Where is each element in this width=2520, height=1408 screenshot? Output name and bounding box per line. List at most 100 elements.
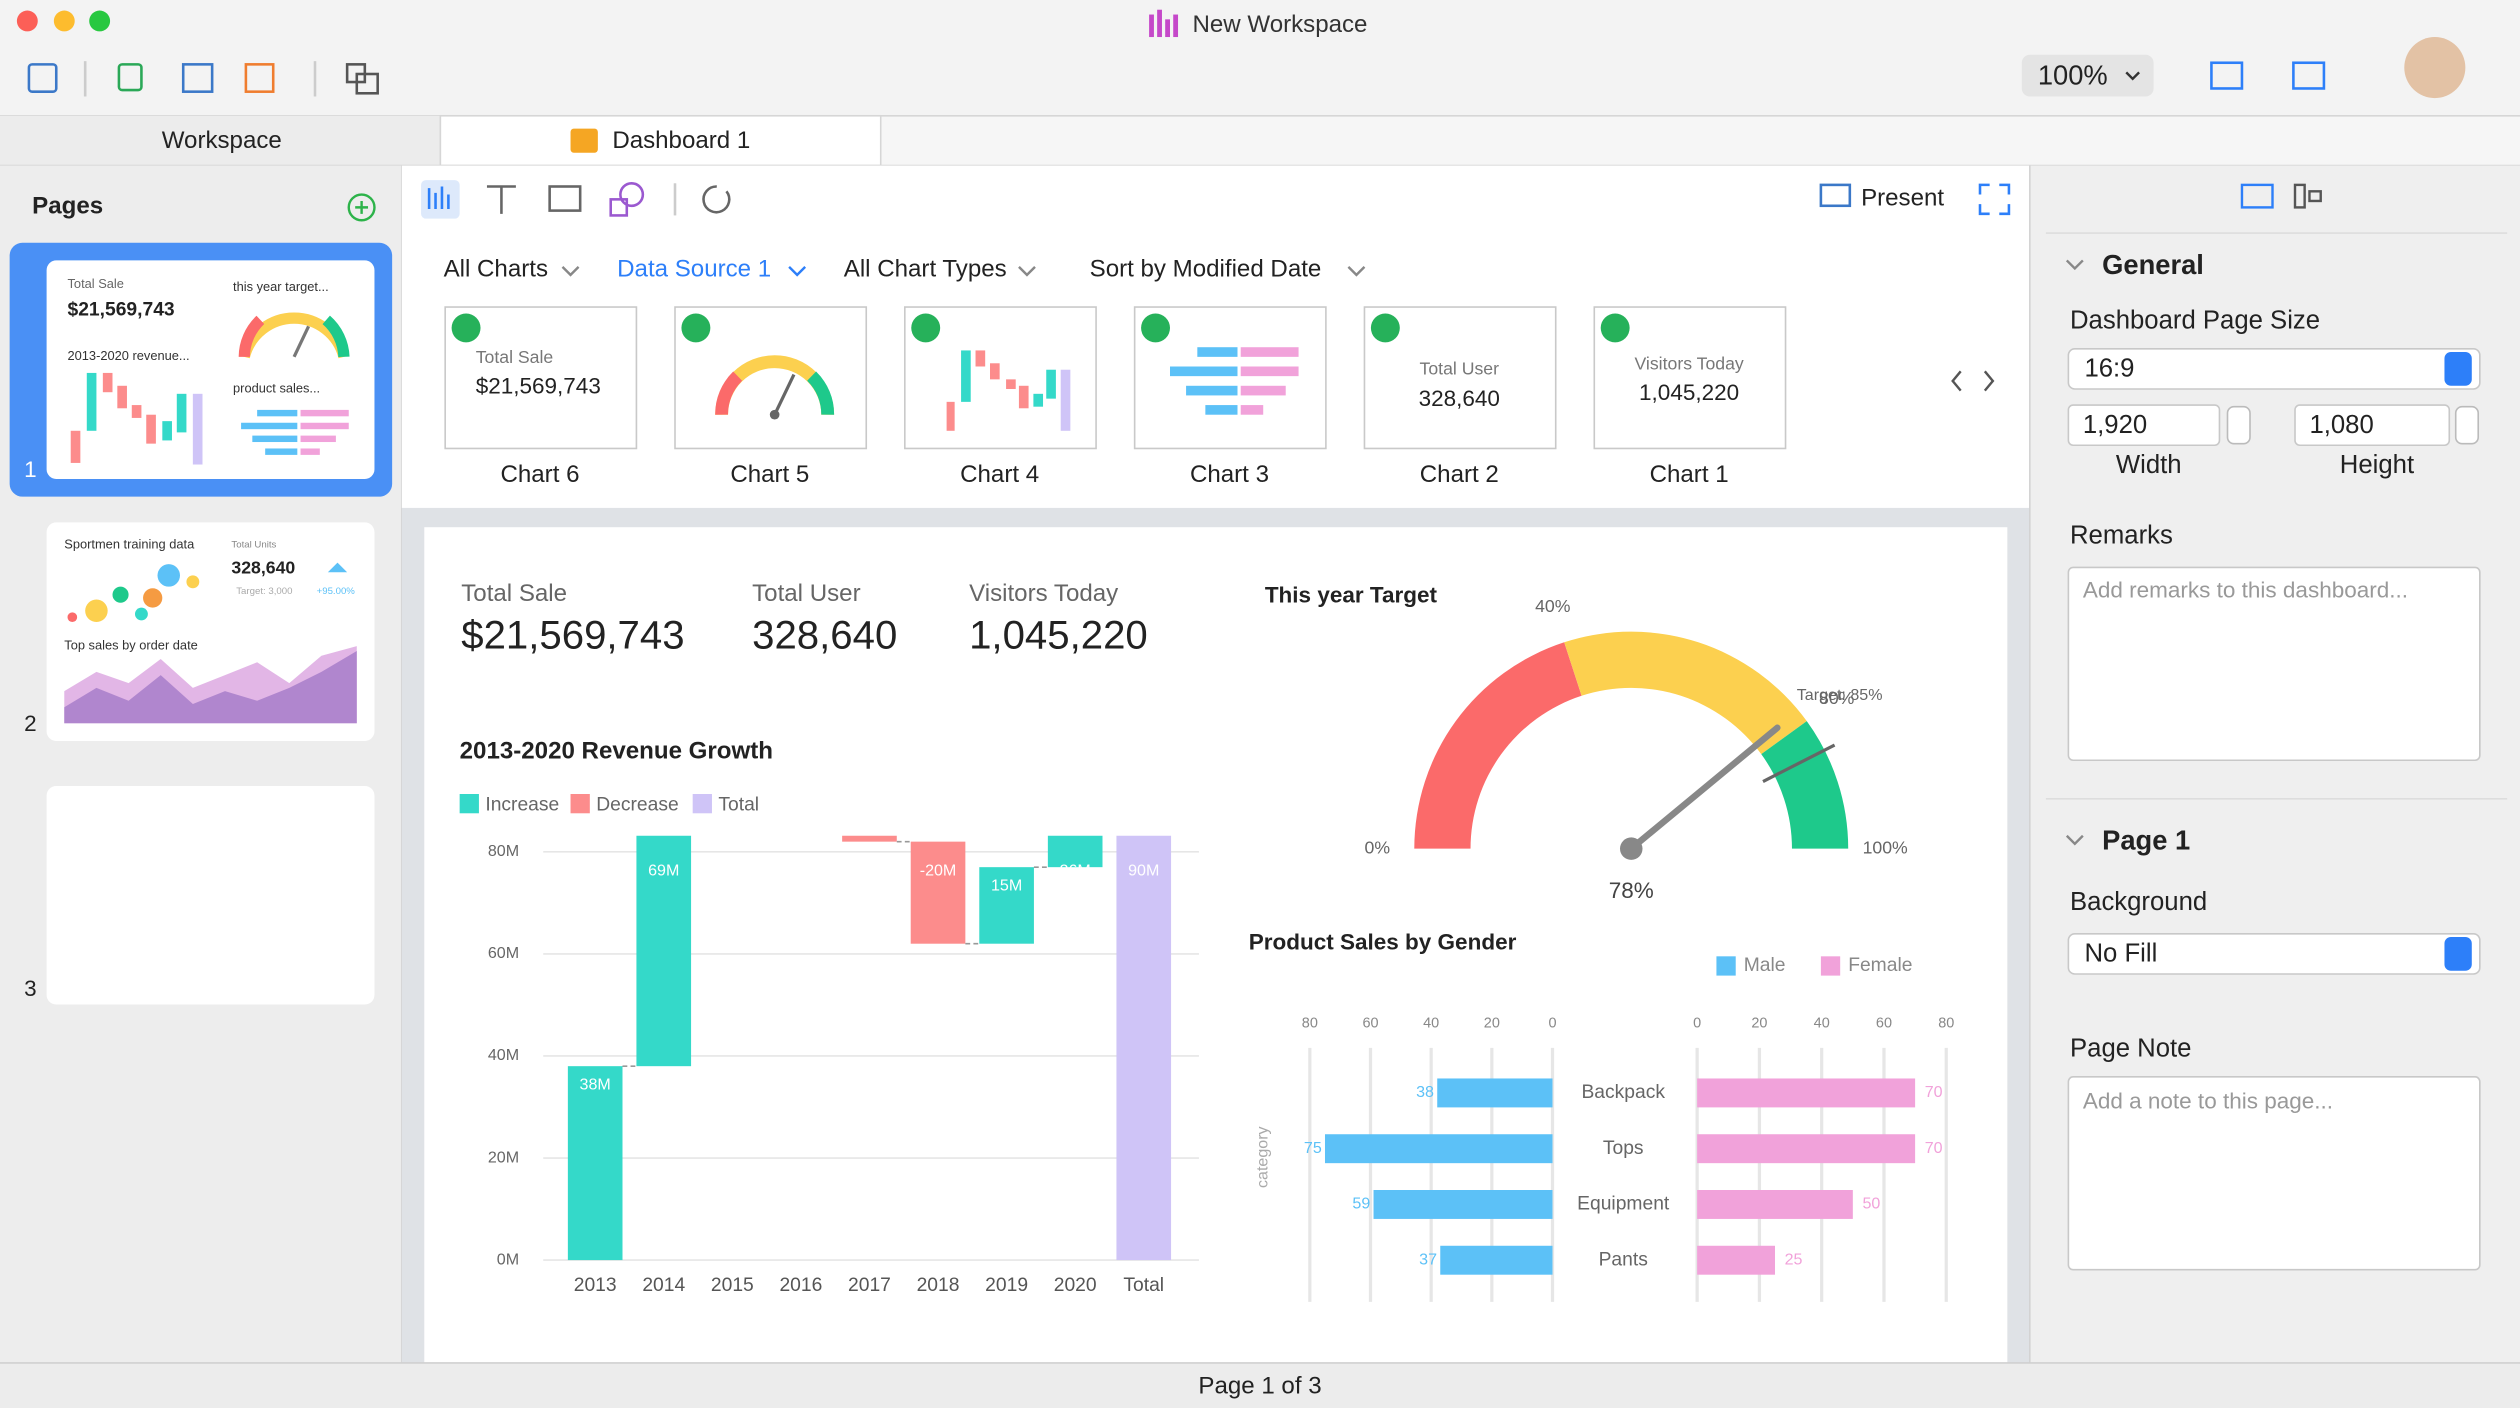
waterfall-bars: [567, 835, 1172, 1261]
zoom-select[interactable]: [2021, 54, 2154, 97]
x-tick-label: 60: [1362, 1016, 1378, 1032]
tab[interactable]: [0, 115, 441, 166]
thumb-text: 2013-2020 revenue...: [68, 348, 190, 363]
card-name: Chart 2: [1420, 461, 1499, 488]
app-logo: [1149, 9, 1179, 38]
tab-label: Dashboard 1: [612, 127, 750, 154]
x-tick-label: 0: [1548, 1016, 1556, 1032]
chart-title: Product Sales by Gender: [1249, 929, 1517, 954]
card-name: Chart 4: [960, 461, 1039, 488]
x-tick-label: 2015: [711, 1275, 754, 1296]
add-page-button[interactable]: [347, 193, 376, 222]
filter[interactable]: Sort by Modified Date: [1090, 255, 1322, 282]
filter-chevrons: [561, 266, 1995, 392]
status-text: Page 1 of 3: [1198, 1372, 1321, 1399]
bar: [1440, 1245, 1553, 1275]
user-avatar[interactable]: [2404, 37, 2466, 99]
legend-swatch: [570, 794, 590, 814]
legend-label: Decrease: [596, 794, 678, 815]
kpi-value: 328,640: [752, 613, 897, 658]
bar: [979, 867, 1034, 944]
value-label: 38M: [580, 1076, 611, 1094]
legend-label: Total: [718, 794, 759, 815]
thumbnail-graphics: [70, 312, 350, 465]
toolbar-icons[interactable]: [27, 61, 379, 97]
status-bar: [0, 1362, 2520, 1408]
thumb-text: Total Units: [231, 539, 276, 550]
close-button[interactable]: [16, 10, 38, 32]
thumb-text: Target: 3,000: [236, 586, 292, 597]
card-label: Visitors Today: [1634, 354, 1743, 374]
card-value: $21,569,743: [476, 373, 601, 398]
value-label: 37: [1419, 1250, 1437, 1268]
bar: [1697, 1078, 1916, 1108]
section-title: General: [2102, 249, 2204, 280]
right-panel-toggle[interactable]: [2292, 61, 2326, 90]
gauge-tick-label: 40%: [1535, 596, 1571, 616]
inspector-tabs[interactable]: [2240, 183, 2322, 209]
gauge-tick-label: 80%: [1819, 688, 1855, 708]
value-label: 50: [1862, 1195, 1880, 1213]
card-name: Chart 1: [1650, 461, 1729, 488]
chart-tool[interactable]: [421, 180, 460, 219]
bar: [842, 835, 897, 842]
card-label: Total Sale: [476, 347, 554, 367]
zoom-button[interactable]: [89, 10, 111, 32]
filter[interactable]: Data Source 1: [617, 255, 771, 282]
x-tick-label: 20: [1484, 1016, 1500, 1032]
field-label: Remarks: [2070, 522, 2173, 550]
thumb-text: Total Sale: [68, 276, 124, 291]
bar: [636, 835, 692, 1067]
field-label: Page Note: [2070, 1034, 2191, 1062]
insert-tools[interactable]: [427, 181, 2011, 217]
gauge-band: [1564, 631, 1807, 755]
target-marker: [1762, 743, 1836, 783]
legend-swatch: [692, 794, 712, 814]
present-button[interactable]: Present: [1861, 185, 1944, 212]
minimize-button[interactable]: [53, 10, 75, 32]
page-thumbnail[interactable]: [46, 785, 375, 1005]
card-name: Chart 3: [1190, 461, 1269, 488]
card-name: Chart 6: [500, 461, 579, 488]
needle: [1628, 724, 1781, 852]
value-label: 70: [1925, 1139, 1943, 1157]
value-label: 90M: [1128, 861, 1159, 879]
x-tick-label: 60: [1876, 1016, 1892, 1032]
card-value: 1,045,220: [1639, 380, 1739, 405]
gauge-band: [1414, 642, 1582, 849]
filter[interactable]: All Chart Types: [844, 255, 1007, 282]
x-tick-label: 2014: [642, 1275, 685, 1296]
category-label: Tops: [1603, 1138, 1644, 1159]
x-tick-label: 2018: [917, 1275, 960, 1296]
field-value: 1,080: [2309, 411, 2373, 439]
value-label: 25: [1785, 1250, 1803, 1268]
filter[interactable]: All Charts: [444, 255, 548, 282]
axis-label: category: [1253, 1126, 1271, 1188]
value-label: 70: [1925, 1083, 1943, 1101]
x-tick-label: 2020: [1054, 1275, 1097, 1296]
card-label: Total User: [1420, 358, 1500, 378]
chevron: [2125, 71, 2140, 81]
bar: [1047, 835, 1103, 868]
kpi-value: $21,569,743: [461, 613, 684, 658]
x-tick-label: 20: [1751, 1016, 1767, 1032]
inspector-inputs[interactable]: [2067, 348, 2481, 1271]
x-tick-label: 40: [1814, 1016, 1830, 1032]
left-panel-toggle[interactable]: [2210, 61, 2244, 90]
card-value: 328,640: [1419, 386, 1500, 411]
tab-active[interactable]: [439, 114, 882, 167]
bar: [1373, 1190, 1553, 1219]
y-tick-label: 20M: [488, 1148, 519, 1166]
x-tick-label: 0: [1693, 1016, 1701, 1032]
x-tick-label: 2019: [985, 1275, 1028, 1296]
placeholder: Add a note to this page...: [2083, 1089, 2333, 1114]
thumb-text: Sportmen training data: [64, 536, 195, 551]
y-tick-label: 80M: [488, 842, 519, 860]
section-chevrons[interactable]: [2065, 259, 2084, 846]
gauge-tick-label: 100%: [1863, 837, 1908, 857]
steppers[interactable]: [2226, 352, 2480, 971]
field-label: Width: [2116, 451, 2182, 479]
field-value: 16:9: [2084, 355, 2134, 383]
value-label: 75: [1304, 1139, 1322, 1157]
